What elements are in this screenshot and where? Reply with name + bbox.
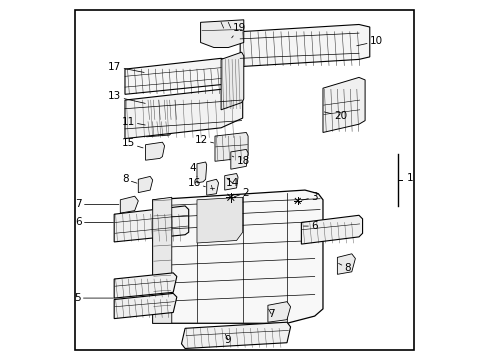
Polygon shape [240,24,369,67]
Polygon shape [224,174,238,190]
Text: 11: 11 [121,117,145,127]
Polygon shape [114,293,177,319]
Polygon shape [152,197,171,323]
Text: 6: 6 [75,217,113,228]
Text: 13: 13 [108,91,145,103]
Text: 16: 16 [187,178,205,188]
Polygon shape [146,119,171,137]
Polygon shape [125,89,242,139]
Polygon shape [181,322,290,348]
Polygon shape [267,302,290,322]
Polygon shape [145,142,164,160]
Text: 3: 3 [301,192,317,202]
Text: 6: 6 [303,221,317,231]
Polygon shape [152,190,322,323]
Polygon shape [230,149,247,169]
Text: 12: 12 [194,135,213,145]
Polygon shape [215,132,247,161]
Polygon shape [206,179,218,195]
Text: 1: 1 [406,173,412,183]
Text: 9: 9 [224,334,231,345]
Polygon shape [125,58,228,94]
Text: 17: 17 [108,62,144,72]
Text: 4: 4 [189,163,197,176]
Polygon shape [322,77,365,132]
Polygon shape [197,162,206,183]
Text: 18: 18 [232,156,249,166]
Polygon shape [146,96,182,121]
Polygon shape [301,215,362,244]
Text: 20: 20 [324,111,346,121]
Text: 7: 7 [75,199,119,210]
Polygon shape [197,197,242,243]
Polygon shape [138,176,152,193]
Text: 15: 15 [121,138,143,148]
Text: 7: 7 [267,309,274,319]
Text: 5: 5 [74,293,113,303]
Polygon shape [200,20,244,48]
Polygon shape [114,273,177,298]
Text: 8: 8 [122,174,137,184]
Polygon shape [221,52,244,110]
Polygon shape [337,254,355,274]
Text: 10: 10 [356,36,382,46]
Text: 19: 19 [231,23,246,38]
Polygon shape [120,196,138,213]
Text: 14: 14 [225,178,239,188]
Text: 8: 8 [338,263,350,273]
Polygon shape [114,206,188,242]
Text: 2: 2 [234,188,249,198]
